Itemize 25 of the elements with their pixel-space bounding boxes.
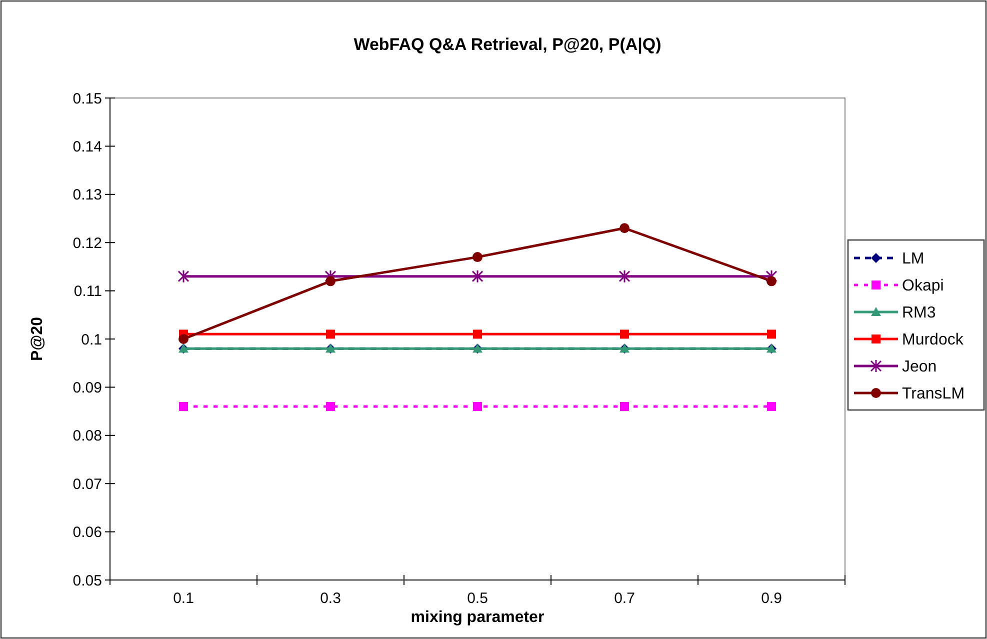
legend-label: Jeon	[902, 358, 937, 376]
y-tick-label: 0.09	[72, 379, 102, 396]
y-tick-label: 0.06	[72, 524, 102, 542]
y-axis-title: P@20	[29, 316, 46, 362]
x-tick-label: 0.1	[173, 590, 194, 607]
y-tick-label: 0.11	[74, 283, 102, 300]
x-tick-label: 0.3	[320, 590, 341, 607]
y-tick-label: 0.15	[72, 90, 102, 108]
y-tick-label: 0.13	[72, 186, 102, 204]
y-tick-label: 0.12	[72, 234, 102, 252]
y-tick-label: 0.14	[72, 138, 102, 156]
legend-label: Okapi	[902, 278, 944, 295]
x-tick-label: 0.7	[614, 590, 635, 607]
y-tick-label: 0.05	[72, 572, 102, 590]
legend-label: RM3	[902, 304, 936, 322]
chart-title: WebFAQ Q&A Retrieval, P@20, P(A|Q)	[354, 35, 662, 54]
y-tick-label: 0.07	[72, 476, 102, 493]
x-tick-label: 0.9	[761, 590, 782, 607]
legend-label: Murdock	[902, 332, 964, 349]
y-tick-label: 0.08	[72, 428, 102, 445]
x-axis-title: mixing parameter	[410, 609, 544, 626]
x-tick-label: 0.5	[467, 590, 488, 607]
legend-label: TransLM	[902, 386, 965, 403]
legend-label: LM	[902, 250, 924, 268]
y-tick-label: 0.1	[81, 331, 102, 348]
